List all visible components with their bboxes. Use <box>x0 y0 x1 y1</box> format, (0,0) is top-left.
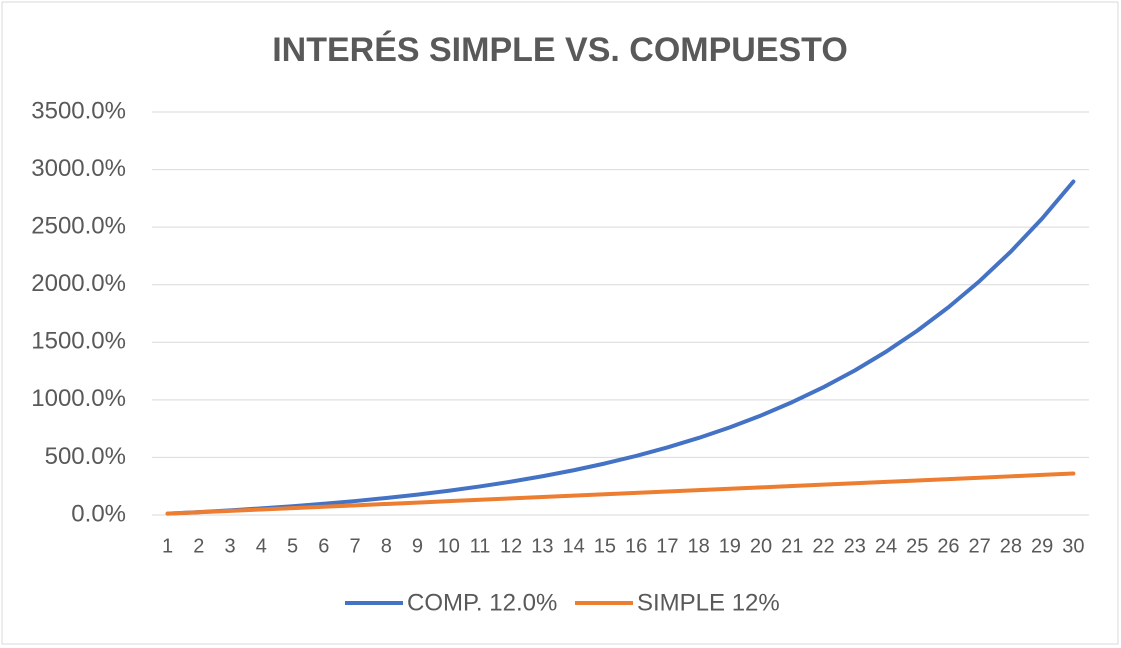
x-tick-label: 13 <box>531 535 553 557</box>
x-tick-label: 22 <box>812 535 834 557</box>
x-tick-label: 11 <box>470 535 491 557</box>
x-tick-label: 6 <box>318 535 329 557</box>
x-tick-label: 9 <box>412 535 423 557</box>
x-tick-label: 25 <box>906 535 928 557</box>
line-series <box>165 179 1076 516</box>
x-tick-label: 19 <box>719 535 741 557</box>
legend-label: COMP. 12.0% <box>407 589 557 616</box>
x-tick-label: 4 <box>256 535 267 557</box>
x-tick-label: 26 <box>937 535 959 557</box>
x-tick-label: 29 <box>1031 535 1053 557</box>
x-tick-label: 16 <box>625 535 647 557</box>
x-tick-label: 10 <box>438 535 460 557</box>
y-tick-label: 500.0% <box>45 443 126 470</box>
chart-title: INTERÉS SIMPLE VS. COMPUESTO <box>272 31 848 69</box>
x-tick-label: 5 <box>287 535 298 557</box>
x-tick-label: 8 <box>381 535 392 557</box>
x-tick-label: 28 <box>1000 535 1022 557</box>
y-tick-label: 3000.0% <box>31 155 126 182</box>
x-tick-label: 20 <box>750 535 772 557</box>
x-tick-label: 24 <box>875 535 897 557</box>
y-tick-label: 2500.0% <box>31 212 126 239</box>
x-tick-label: 1 <box>162 535 173 557</box>
x-tick-label: 2 <box>193 535 204 557</box>
line-series <box>165 471 1076 516</box>
y-tick-label: 0.0% <box>71 500 126 527</box>
x-tick-label: 15 <box>594 535 616 557</box>
y-tick-label: 1000.0% <box>31 385 126 412</box>
x-tick-label: 14 <box>563 535 585 557</box>
y-tick-label: 3500.0% <box>31 97 126 124</box>
y-tick-label: 1500.0% <box>31 328 126 355</box>
x-tick-label: 27 <box>969 535 991 557</box>
y-tick-label: 2000.0% <box>31 270 126 297</box>
x-tick-label: 3 <box>225 535 236 557</box>
x-tick-label: 30 <box>1062 535 1084 557</box>
x-tick-label: 7 <box>349 535 360 557</box>
x-tick-label: 17 <box>656 535 678 557</box>
legend-label: SIMPLE 12% <box>637 589 780 616</box>
x-tick-label: 21 <box>781 535 803 557</box>
x-tick-label: 12 <box>500 535 522 557</box>
x-tick-label: 18 <box>687 535 709 557</box>
x-tick-label: 23 <box>844 535 866 557</box>
